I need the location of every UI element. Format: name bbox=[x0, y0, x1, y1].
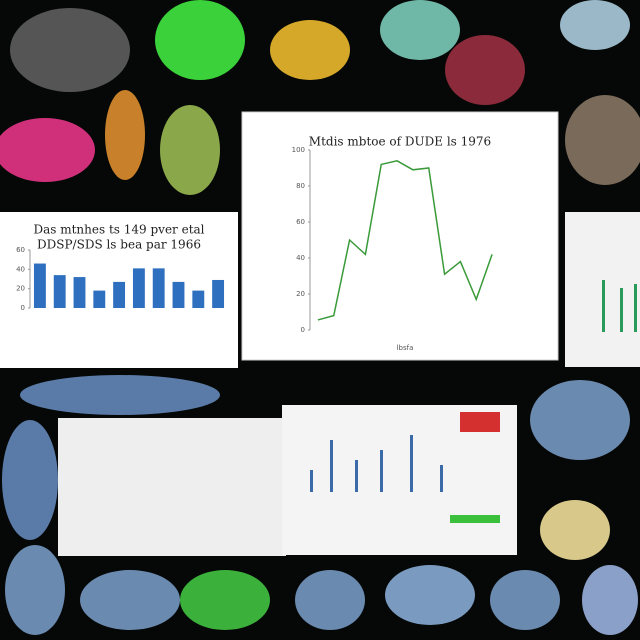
blob bbox=[2, 420, 58, 540]
blob bbox=[10, 8, 130, 92]
y-tick-label: 40 bbox=[296, 254, 305, 262]
blob bbox=[560, 0, 630, 50]
y-tick-label: 100 bbox=[292, 146, 305, 154]
blob bbox=[582, 565, 638, 635]
x-axis-label: lbsfa bbox=[397, 344, 414, 352]
y-tick-label: 0 bbox=[301, 326, 305, 334]
blob bbox=[155, 0, 245, 80]
bar bbox=[113, 281, 126, 308]
chart-title: Mtdis mbtoe of DUDE ls 1976 bbox=[309, 135, 491, 149]
blob bbox=[490, 570, 560, 630]
side-bars bbox=[602, 280, 637, 332]
blob bbox=[80, 570, 180, 630]
bar bbox=[192, 290, 205, 308]
blob bbox=[295, 570, 365, 630]
y-tick-label: 0 bbox=[21, 304, 25, 312]
blob bbox=[565, 95, 640, 185]
bar bbox=[152, 268, 165, 308]
bar bbox=[172, 281, 185, 308]
line bbox=[317, 160, 493, 321]
bar bbox=[73, 277, 86, 308]
y-tick-label: 40 bbox=[16, 265, 25, 273]
dashboard-panel bbox=[58, 418, 286, 556]
bar bbox=[33, 263, 46, 308]
dashboard-bars bbox=[310, 412, 500, 523]
line-panel bbox=[241, 111, 559, 361]
bar bbox=[212, 279, 225, 308]
blob bbox=[530, 380, 630, 460]
blob bbox=[20, 375, 220, 415]
blob bbox=[540, 500, 610, 560]
y-tick-label: 60 bbox=[16, 246, 25, 254]
blob bbox=[270, 20, 350, 80]
blob bbox=[105, 90, 145, 180]
blob bbox=[0, 118, 95, 182]
blob bbox=[380, 0, 460, 60]
y-tick-label: 60 bbox=[296, 218, 305, 226]
blob bbox=[385, 565, 475, 625]
chart-subtitle: DDSP/SDS ls bea par 1966 bbox=[37, 238, 201, 252]
blob bbox=[5, 545, 65, 635]
bar bbox=[53, 275, 66, 308]
chart-title: Das mtnhes ts 149 pver etal bbox=[33, 223, 204, 237]
blob bbox=[160, 105, 220, 195]
blob bbox=[180, 570, 270, 630]
y-tick-label: 20 bbox=[296, 290, 305, 298]
bar bbox=[132, 268, 145, 308]
blob bbox=[445, 35, 525, 105]
y-tick-label: 20 bbox=[16, 285, 25, 293]
bar bbox=[93, 290, 106, 308]
y-tick-label: 80 bbox=[296, 182, 305, 190]
